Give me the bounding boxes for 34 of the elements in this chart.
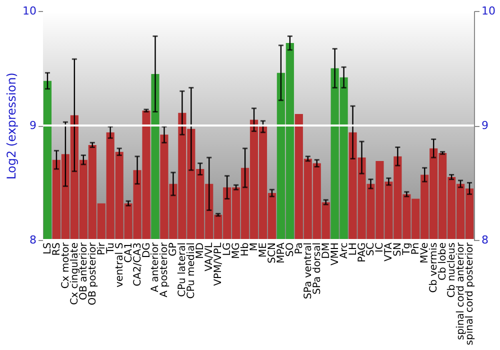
x-tick-label: Tg [402,242,413,256]
y-tick-label: 8 [30,234,36,246]
y-tick-label: 10 [22,4,36,18]
x-tick-label: DM [320,242,332,259]
x-tick-label: Pa [294,242,305,254]
x-tick-label: GP [168,242,180,256]
x-tick-label: SPa dorsal [312,242,323,294]
y-axis-title: Log2 (expression) [4,72,19,180]
x-tick-label: A posterior [159,242,170,298]
x-tick-label: Tu [105,242,116,254]
y-tick-label: 9 [30,119,36,132]
x-tick-label: DG [141,242,152,258]
x-tick-label: MVe [420,242,431,264]
x-tick-label: Cx cingulate [69,242,80,305]
x-tick-label: ME [258,242,269,258]
x-tick-label: Cb lobe [438,242,449,280]
x-tick-label: spinal cord posterior [464,242,476,346]
y2-tick-label: 9 [482,119,488,132]
x-tick-label: Arc [338,242,350,259]
x-tick-label: OB posterior [87,242,98,306]
x-tick-label: ventral S [114,242,126,288]
x-tick-label: CA1 [123,242,134,263]
x-tick-label: RS [51,242,62,256]
x-tick-label: CA2/CA3 [132,242,144,286]
x-tick-label: MPA [276,242,287,264]
x-tick-label: LS [42,242,54,254]
x-tick-label: SO [284,242,296,257]
x-tick-label: OB anterior [78,242,90,300]
y2-tick-label: 10 [482,4,496,18]
x-tick-label: LH [348,242,359,256]
x-tick-label: SCN [266,242,278,264]
x-tick-label: VMH [330,242,341,266]
x-tick-label: Pir [96,242,108,256]
y2-tick-label: 8 [482,234,488,246]
